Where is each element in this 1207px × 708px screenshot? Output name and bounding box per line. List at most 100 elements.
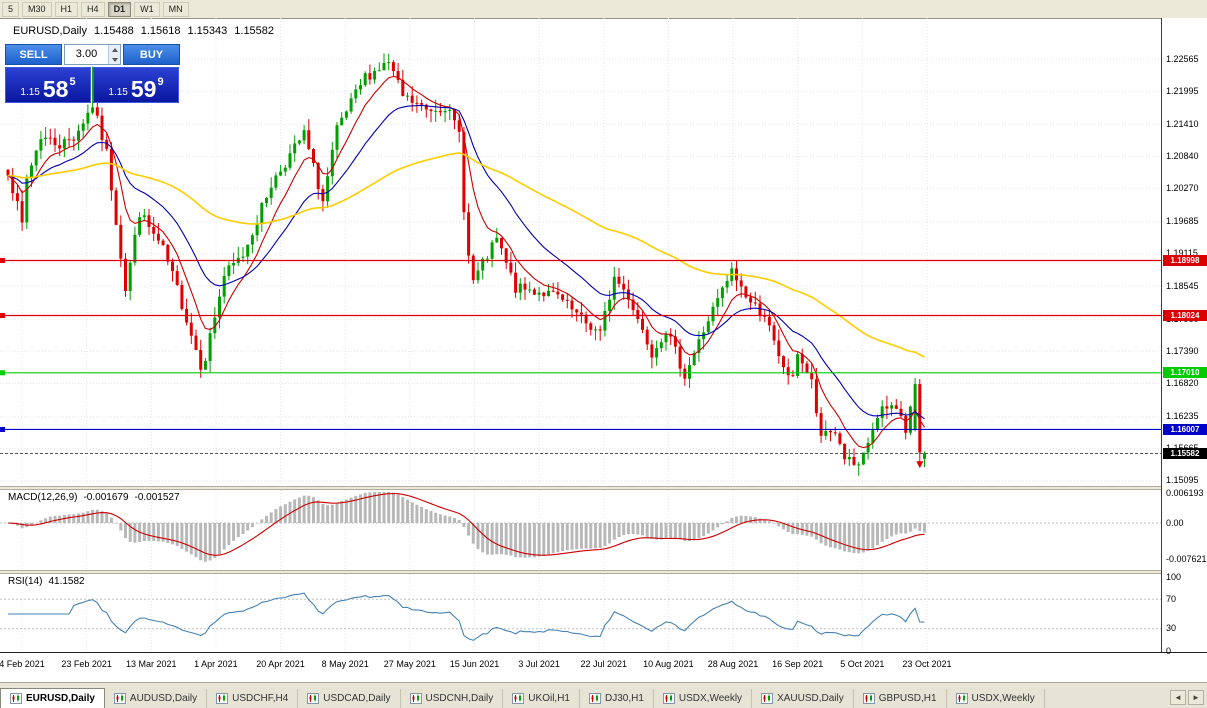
chart-tab-dj30-h1[interactable]: DJ30,H1 <box>580 689 654 708</box>
chart-tab-usdx-weekly[interactable]: USDX,Weekly <box>654 689 753 708</box>
date-label: 3 Jul 2021 <box>518 659 560 669</box>
chart-tab-label: USDCNH,Daily <box>425 693 494 704</box>
price-chart-canvas[interactable] <box>0 18 1161 486</box>
price-axis-label: 1.21410 <box>1166 118 1199 129</box>
rsi-name: RSI(14) <box>8 576 43 587</box>
price-axis-label: 1.16235 <box>1166 411 1199 422</box>
date-label: 13 Mar 2021 <box>125 659 177 669</box>
mini-chart-icon <box>588 693 601 704</box>
hline-handle[interactable] <box>0 257 5 263</box>
chart-tab-usdx-weekly[interactable]: USDX,Weekly <box>947 689 1045 708</box>
price-axis-label: 1.19685 <box>1166 216 1199 227</box>
rsi-indicator-canvas[interactable] <box>0 574 1161 652</box>
buy-price-prefix: 1.15 <box>108 87 128 98</box>
buy-button[interactable]: BUY <box>123 44 180 65</box>
date-label: 4 Feb 2021 <box>0 659 45 669</box>
hline-price-badge: 1.16007 <box>1163 423 1207 435</box>
price-axis-label: 1.18545 <box>1166 280 1199 291</box>
date-label: 1 Apr 2021 <box>194 659 238 669</box>
mini-chart-icon <box>409 693 422 704</box>
horizontal-line-objects[interactable] <box>0 257 1161 432</box>
ohlc-high: 1.15618 <box>140 25 181 37</box>
one-click-trading-panel: SELL 3.00 BUY 1.15 58 5 1.15 59 9 <box>5 44 182 103</box>
hline-handle[interactable] <box>0 426 5 432</box>
mini-chart-icon <box>761 693 774 704</box>
chart-tab-label: XAUUSD,Daily <box>777 693 844 704</box>
timeframe-button-d1[interactable]: D1 <box>107 1 132 17</box>
date-label: 20 Apr 2021 <box>256 659 305 669</box>
price-axis[interactable]: 1.22565 1.21995 1.21410 1.20840 1.20270 1.196… <box>1161 18 1207 655</box>
candles <box>6 53 926 476</box>
mini-chart-icon <box>113 693 126 704</box>
buy-price-sup: 9 <box>157 76 164 88</box>
timeframe-button-h4[interactable]: H4 <box>81 1 105 17</box>
price-axis-label: 1.22565 <box>1166 53 1199 64</box>
mini-chart-icon <box>662 693 675 704</box>
timeframe-button-h1[interactable]: H1 <box>54 1 79 17</box>
chart-tab-label: DJ30,H1 <box>604 693 644 704</box>
ohlc-open: 1.15488 <box>93 25 134 37</box>
rsi-axis-label: 70 <box>1166 593 1177 604</box>
volume-up-arrow-icon[interactable] <box>109 45 120 55</box>
rsi-axis-label: 30 <box>1166 623 1177 634</box>
macd-axis-label: 0.006193 <box>1166 487 1204 498</box>
chart-tab-bar: EURUSD,Daily AUDUSD,Daily USDCHF,H4 USDCAD,… <box>0 682 1207 708</box>
volume-down-arrow-icon[interactable] <box>109 54 120 64</box>
hline-handle[interactable] <box>0 370 5 376</box>
chart-tab-audusd-daily[interactable]: AUDUSD,Daily <box>105 689 208 708</box>
time-axis-border <box>0 652 1207 653</box>
chart-tab-label: USDX,Weekly <box>971 693 1035 704</box>
macd-name: MACD(12,26,9) <box>8 492 78 503</box>
macd-axis-label: -0.007621 <box>1166 554 1207 565</box>
chart-tabs: EURUSD,Daily AUDUSD,Daily USDCHF,H4 USDCAD,… <box>0 688 1167 708</box>
rsi-axis-label: 0 <box>1166 645 1172 656</box>
sell-arrow-marker[interactable] <box>916 461 924 469</box>
timeframe-button-w1[interactable]: W1 <box>134 1 160 17</box>
sell-price-sup: 5 <box>69 76 76 88</box>
price-axis-label: 1.17390 <box>1166 345 1199 356</box>
current-price-badge: 1.15582 <box>1163 447 1207 459</box>
tab-scroll-left-icon[interactable]: ◄ <box>1170 690 1186 705</box>
price-axis-label: 1.21995 <box>1166 85 1199 96</box>
date-label: 15 Jun 2021 <box>449 659 500 669</box>
chart-tab-usdcnh-daily[interactable]: USDCNH,Daily <box>401 689 504 708</box>
chart-tab-xauusd-daily[interactable]: XAUUSD,Daily <box>752 689 854 708</box>
chart-tab-eurusd-daily[interactable]: EURUSD,Daily <box>0 688 105 708</box>
timeframe-button-mn[interactable]: MN <box>162 1 189 17</box>
sell-price-quote[interactable]: 1.15 58 5 <box>5 67 91 103</box>
panel-separator[interactable] <box>0 570 1207 574</box>
chart-tab-ukoil-h1[interactable]: UKOil,H1 <box>503 689 580 708</box>
panel-separator[interactable] <box>0 486 1207 490</box>
chart-title: EURUSD,Daily 1.15488 1.15618 1.15343 1.15582 <box>13 25 281 37</box>
price-axis-label: 1.20270 <box>1166 183 1199 194</box>
buy-price-quote[interactable]: 1.15 59 9 <box>93 67 179 103</box>
date-label: 10 Aug 2021 <box>643 659 694 669</box>
chart-tab-label: USDCAD,Daily <box>323 693 391 704</box>
hline-price-badge: 1.18024 <box>1163 310 1207 322</box>
timeframe-button-m30[interactable]: M30 <box>22 1 52 17</box>
chart-tab-label: EURUSD,Daily <box>26 693 95 704</box>
mini-chart-icon <box>10 693 22 704</box>
sell-price-big: 58 <box>42 76 69 102</box>
chart-tab-usdcad-daily[interactable]: USDCAD,Daily <box>298 689 401 708</box>
hline-handle[interactable] <box>0 313 5 319</box>
chart-grid <box>0 18 1161 486</box>
timeframe-button-5[interactable]: 5 <box>2 1 20 17</box>
macd-value-main: -0.001679 <box>83 492 129 503</box>
macd-indicator-canvas[interactable] <box>0 490 1161 570</box>
macd-axis-label: 0.00 <box>1166 517 1184 528</box>
date-label: 5 Oct 2021 <box>840 659 885 669</box>
mini-chart-icon <box>216 693 229 704</box>
time-axis[interactable]: 4 Feb 2021 23 Feb 2021 13 Mar 2021 1 Apr 20… <box>0 653 1207 682</box>
volume-stepper[interactable]: 3.00 <box>64 44 121 65</box>
mini-chart-icon <box>862 693 875 704</box>
date-label: 8 May 2021 <box>321 659 369 669</box>
chart-tab-gbpusd-h1[interactable]: GBPUSD,H1 <box>854 689 947 708</box>
sell-button[interactable]: SELL <box>5 44 62 65</box>
chart-tab-usdchf-h4[interactable]: USDCHF,H4 <box>207 689 299 708</box>
mini-chart-icon <box>307 693 320 704</box>
rsi-label: RSI(14) 41.1582 <box>8 576 91 587</box>
tab-scroll-right-icon[interactable]: ► <box>1188 690 1204 705</box>
hline-price-badge: 1.17010 <box>1163 367 1207 379</box>
date-label: 23 Feb 2021 <box>61 659 112 669</box>
